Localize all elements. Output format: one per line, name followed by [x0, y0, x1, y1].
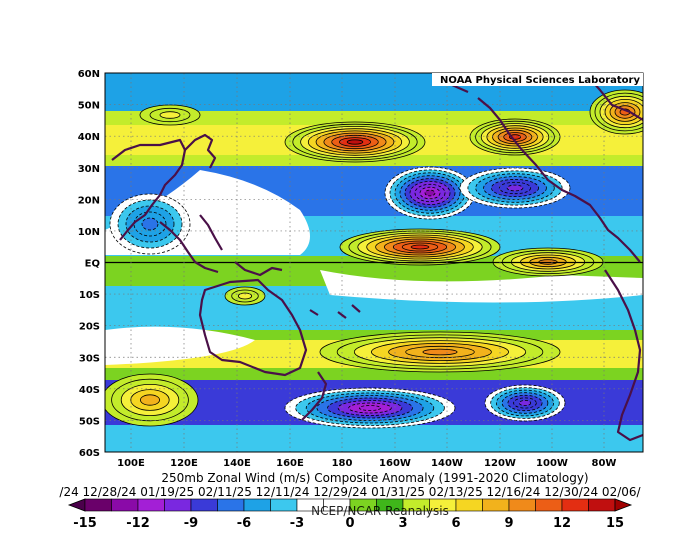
anomaly-center: [384, 166, 476, 220]
lon-label: 120W: [484, 458, 516, 469]
lon-label: 80W: [592, 458, 617, 469]
anomaly-center: [224, 286, 266, 306]
colorbar-swatch: [190, 498, 218, 512]
contour-level: [139, 394, 160, 406]
colorbar-swatch: [482, 498, 510, 512]
contour-level: [346, 139, 364, 145]
anomaly-center: [589, 89, 643, 135]
lon-label: 140E: [223, 458, 251, 469]
lat-label: 20N: [78, 195, 100, 206]
colorbar-tick: 0: [345, 516, 354, 531]
colorbar-swatch: [84, 498, 112, 512]
colorbar-tick: 9: [504, 516, 513, 531]
colorbar-swatch: [164, 498, 192, 512]
lat-label: 60N: [78, 69, 100, 80]
anomaly-center: [484, 384, 566, 422]
colorbar-swatch: [561, 498, 589, 512]
lat-label: 40N: [78, 132, 100, 143]
lat-label: 50N: [78, 101, 100, 112]
map-frame: [104, 72, 644, 453]
colorbar-swatch: [455, 498, 483, 512]
contour-level: [159, 111, 181, 119]
colorbar-tick: -12: [126, 516, 150, 531]
colorbar-swatch: [588, 498, 616, 512]
data-source: NCEP/NCAR Reanalysis: [311, 504, 449, 518]
colorbar-tick: -6: [237, 516, 251, 531]
colorbar-swatch: [217, 498, 245, 512]
contour-level: [358, 405, 381, 411]
credit-label: NOAA Physical Sciences Laboratory: [440, 75, 641, 86]
colorbar-tick: 12: [553, 516, 571, 531]
lat-label: 10S: [79, 290, 100, 301]
colorbar-swatch: [535, 498, 563, 512]
lat-label: 20S: [79, 322, 100, 333]
colorbar-swatch: [111, 498, 139, 512]
anomaly-center: [284, 121, 426, 163]
lon-label: 160E: [276, 458, 304, 469]
colorbar-tick: -3: [290, 516, 304, 531]
grid-lines: [105, 73, 643, 452]
lat-label: 30N: [78, 164, 100, 175]
lon-label: 100W: [536, 458, 568, 469]
lat-label: EQ: [85, 259, 100, 270]
composite-dates: /24 12/28/24 01/19/25 02/11/25 12/11/24 …: [59, 485, 641, 499]
lat-label: 40S: [79, 385, 100, 396]
lon-label: 140W: [431, 458, 463, 469]
contour-level: [422, 348, 458, 356]
anomaly-center: [105, 373, 199, 427]
colorbar-tick: 15: [606, 516, 624, 531]
lon-label: 120E: [170, 458, 198, 469]
anomaly-center: [284, 387, 456, 429]
contour-level: [506, 184, 524, 192]
colorbar-swatch: [508, 498, 536, 512]
anomaly-center: [139, 104, 201, 126]
credit-box: [432, 73, 643, 86]
colorbar-min-arrow: [67, 498, 86, 512]
colorbar: [67, 498, 633, 512]
contour-level: [141, 217, 159, 231]
colorbar-tick: -15: [73, 516, 97, 531]
anomaly-center: [339, 228, 501, 266]
lon-label: 100E: [117, 458, 145, 469]
colorbar-swatch: [270, 498, 298, 512]
lat-label: 10N: [78, 227, 100, 238]
anomaly-center: [459, 167, 571, 209]
lon-label: 160W: [379, 458, 411, 469]
colorbar-tick-labels: -15 -12 -9 -6 -3 0 3 6 9 12 15: [73, 516, 624, 531]
anomaly-center: [319, 331, 561, 373]
anomaly-center: [109, 193, 191, 255]
longitude-labels: 100E 120E 140E 160E 180 160W 140W 120W 100W 80W: [117, 458, 616, 469]
colorbar-tick: -9: [184, 516, 198, 531]
colorbar-max-arrow: [614, 498, 633, 512]
colorbar-tick: 3: [398, 516, 407, 531]
contour-level: [424, 189, 436, 197]
contour-level: [410, 244, 430, 250]
lat-label: 60S: [79, 448, 100, 459]
colorbar-tick: 6: [451, 516, 460, 531]
contour-level: [518, 399, 532, 406]
colorbar-swatch: [243, 498, 271, 512]
latitude-labels: 60N 50N 40N 30N 20N 10N EQ 10S 20S 30S 40S 50S 60S: [78, 69, 100, 459]
chart-title: 250mb Zonal Wind (m/s) Composite Anomaly…: [161, 471, 588, 485]
contour-level: [237, 292, 253, 300]
anomaly-center: [469, 118, 561, 156]
lon-label: 180: [332, 458, 353, 469]
map-plot-area: [105, 73, 643, 452]
colorbar-swatch: [137, 498, 165, 512]
lat-label: 50S: [79, 416, 100, 427]
lat-label: 30S: [79, 353, 100, 364]
